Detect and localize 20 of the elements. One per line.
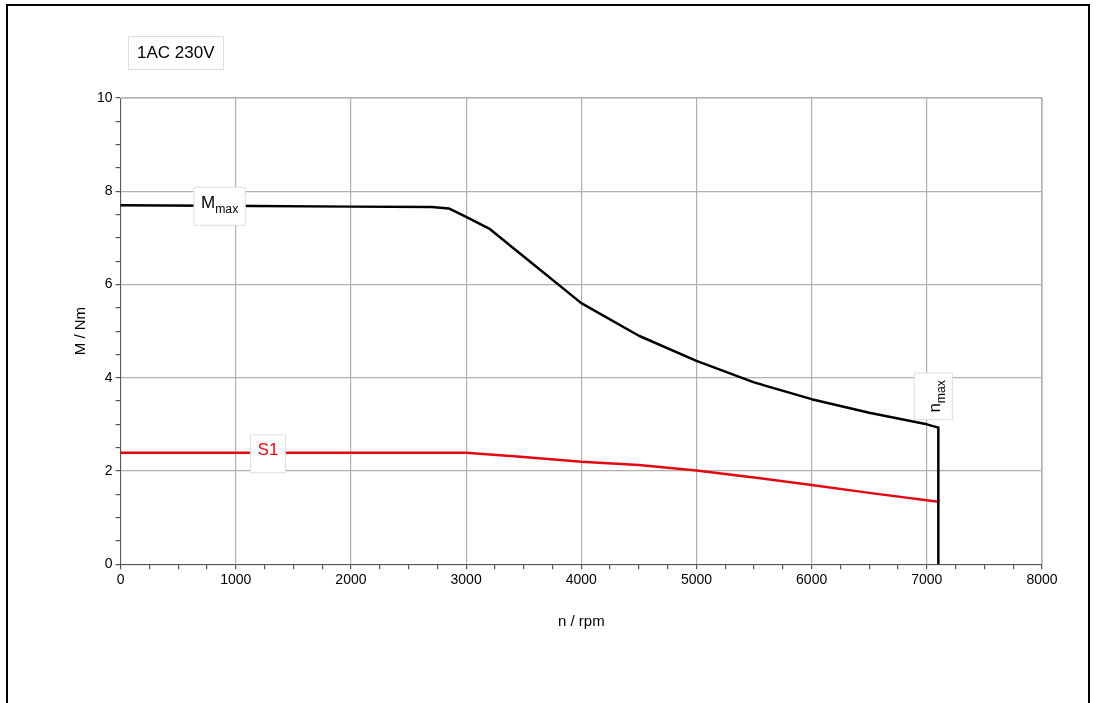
annotation: S1 xyxy=(257,440,279,460)
annotation: nmax xyxy=(925,380,948,413)
x-tick-label: 8000 xyxy=(1026,571,1058,588)
chart-title: 1AC 230V xyxy=(128,36,224,70)
x-tick-label: 1000 xyxy=(220,571,252,588)
y-tick-label: 4 xyxy=(104,368,113,385)
y-tick-label: 6 xyxy=(104,275,113,292)
x-axis-title: n / rpm xyxy=(557,612,605,630)
y-tick-label: 0 xyxy=(104,555,113,572)
x-tick-label: 2000 xyxy=(335,571,367,588)
x-tick-label: 6000 xyxy=(796,571,828,588)
x-tick-label: 5000 xyxy=(680,571,713,588)
y-tick-label: 2 xyxy=(104,461,113,478)
x-tick-label: 4000 xyxy=(565,571,598,588)
x-tick-label: 7000 xyxy=(911,571,943,588)
y-tick-label: 10 xyxy=(96,88,113,105)
x-tick-label: 0 xyxy=(116,571,125,588)
y-axis-title: M / Nm xyxy=(70,306,88,356)
x-tick-label: 3000 xyxy=(450,571,482,588)
y-tick-label: 8 xyxy=(104,182,113,199)
